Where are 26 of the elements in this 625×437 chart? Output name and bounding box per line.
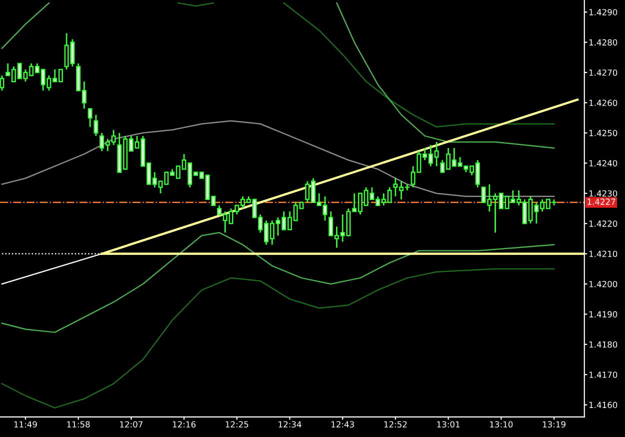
x-tick-label: 12:34 (278, 421, 302, 428)
y-tick-label: 1.4210 (589, 250, 618, 258)
y-tick-label: 1.4160 (589, 402, 618, 408)
x-tick-label: 12:52 (384, 421, 407, 428)
y-tick-label: 1.4180 (589, 341, 618, 348)
y-tick-label: 1.4240 (589, 160, 618, 166)
x-tick-label: 12:16 (172, 421, 196, 428)
y-tick-label: 1.4170 (589, 372, 618, 378)
y-tick-label: 1.4220 (589, 220, 618, 227)
y-tick-label: 1.4290 (589, 9, 618, 16)
y-tick-label: 1.4280 (589, 39, 618, 46)
x-tick-label: 12:43 (332, 421, 354, 428)
x-tick-label: 11:58 (67, 421, 90, 428)
x-tick-label: 13:01 (437, 421, 460, 428)
y-tick-label: 1.4200 (589, 280, 618, 288)
x-tick-label: 12:25 (226, 421, 248, 428)
x-tick-label: 13:19 (542, 421, 566, 428)
y-tick-label: 1.4250 (589, 130, 618, 136)
y-tick-label: 1.4190 (589, 311, 618, 318)
x-tick-label: 12:07 (120, 421, 142, 428)
y-tick-label: 1.4260 (589, 100, 618, 106)
ref-line-label: 1.4227 (588, 198, 616, 205)
y-tick-label: 1.4230 (589, 190, 618, 197)
y-tick-label: 1.4270 (589, 69, 618, 76)
x-tick-label: 11:49 (14, 421, 37, 428)
x-tick-label: 13:10 (490, 421, 513, 428)
